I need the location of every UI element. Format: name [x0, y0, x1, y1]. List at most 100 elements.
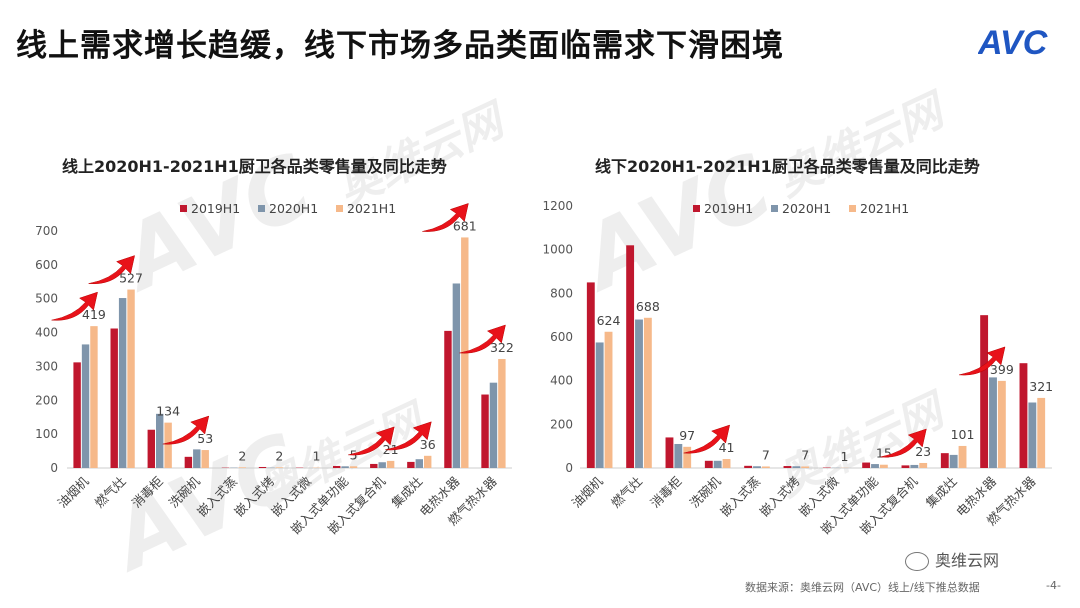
category-label: 消毒柜 — [129, 474, 166, 511]
bar-2019H1 — [1019, 363, 1028, 468]
trend-arrow-icon — [958, 346, 1006, 376]
y-tick-label: 300 — [35, 359, 58, 373]
legend-label: 2021H1 — [860, 201, 909, 216]
data-label: 688 — [636, 299, 660, 314]
data-label: 2 — [275, 448, 283, 463]
chart-title-offline: 线下2020H1-2021H1厨卫各品类零售量及同比走势 — [595, 157, 980, 176]
bar-2020H1 — [989, 377, 997, 468]
bar-2019H1 — [744, 465, 753, 468]
bar-2019H1 — [783, 466, 792, 468]
legend-swatch — [693, 205, 700, 212]
data-label: 322 — [490, 340, 514, 355]
bar-2021H1 — [1037, 397, 1046, 468]
data-label: 399 — [990, 362, 1014, 377]
data-label: 15 — [876, 446, 892, 461]
y-tick-label: 1200 — [542, 199, 573, 213]
category-label: 嵌入式烤 — [231, 474, 277, 520]
bar-2020H1 — [871, 464, 879, 468]
bar-2021H1 — [164, 422, 172, 468]
trend-arrow-icon — [459, 324, 506, 354]
wechat-icon — [905, 552, 929, 571]
bar-2021H1 — [958, 445, 967, 468]
bar-2021H1 — [238, 467, 246, 468]
bar-2019H1 — [110, 328, 118, 468]
data-label: 681 — [453, 218, 477, 233]
svg-text:AVC: AVC — [978, 24, 1048, 62]
y-tick-label: 200 — [35, 393, 58, 407]
bar-2019H1 — [626, 245, 635, 468]
bar-2021H1 — [801, 466, 810, 468]
bar-2019H1 — [333, 465, 341, 468]
bar-2019H1 — [370, 463, 378, 468]
bar-2019H1 — [940, 453, 949, 468]
legend-label: 2020H1 — [782, 201, 831, 216]
legend-swatch — [258, 205, 265, 212]
y-tick-label: 0 — [565, 461, 573, 475]
data-label: 2 — [238, 448, 246, 463]
category-label: 油烟机 — [55, 473, 92, 510]
bar-2019H1 — [901, 465, 910, 468]
bar-2021H1 — [349, 466, 358, 468]
bar-2019H1 — [73, 362, 81, 468]
trend-arrow-icon — [51, 291, 98, 321]
data-label: 101 — [951, 427, 975, 442]
bar-2021H1 — [386, 460, 395, 468]
bar-2020H1 — [341, 466, 349, 468]
bar-2019H1 — [980, 315, 989, 468]
bar-2020H1 — [713, 460, 722, 468]
bar-2021H1 — [879, 464, 888, 468]
bar-2019H1 — [407, 461, 415, 468]
bar-2021H1 — [90, 326, 98, 468]
page-title: 线上需求增长趋缓，线下市场多品类面临需求下滑困境 — [16, 28, 784, 64]
legend-swatch — [771, 205, 778, 212]
data-label: 1 — [312, 449, 320, 464]
y-tick-label: 700 — [35, 224, 58, 238]
data-label: 527 — [119, 271, 143, 286]
category-label: 油烟机 — [569, 473, 606, 510]
bar-2020H1 — [81, 344, 90, 468]
data-label: 624 — [597, 313, 621, 328]
bar-2020H1 — [415, 459, 423, 468]
y-tick-label: 1000 — [542, 243, 573, 257]
bar-2021H1 — [604, 331, 613, 468]
category-label: 消毒柜 — [647, 474, 684, 511]
bar-2021H1 — [997, 380, 1006, 468]
category-label: 嵌入式蒸 — [194, 474, 240, 520]
bar-2020H1 — [753, 466, 761, 468]
bar-2020H1 — [910, 464, 919, 468]
data-label: 53 — [197, 431, 213, 446]
legend-swatch — [336, 205, 343, 212]
legend-label: 2019H1 — [191, 201, 240, 216]
bar-2020H1 — [118, 298, 127, 468]
y-tick-label: 800 — [550, 286, 573, 300]
category-label: 嵌入式蒸 — [717, 474, 763, 520]
bar-2021H1 — [498, 358, 506, 468]
y-tick-label: 200 — [550, 417, 573, 431]
data-source: 数据来源：奥维云网（AVC）线上/线下推总数据 — [745, 581, 980, 594]
bar-2020H1 — [674, 443, 683, 468]
bar-2021H1 — [722, 459, 731, 468]
data-label: 134 — [156, 404, 180, 419]
bar-2019H1 — [184, 456, 193, 468]
bar-2019H1 — [444, 330, 452, 468]
bar-2020H1 — [452, 283, 461, 468]
trend-arrow-icon — [162, 415, 210, 445]
page-number: -4- — [1046, 579, 1061, 592]
bar-2020H1 — [635, 319, 643, 468]
data-label: 321 — [1029, 379, 1053, 394]
data-label: 7 — [762, 447, 770, 462]
category-label: 集成灶 — [923, 474, 960, 511]
bar-2021H1 — [643, 317, 652, 468]
bar-2021H1 — [275, 467, 284, 468]
bar-2021H1 — [424, 455, 432, 468]
bar-2019H1 — [481, 394, 489, 468]
data-label: 7 — [801, 447, 809, 462]
bar-2021H1 — [683, 446, 692, 468]
legend-swatch — [180, 205, 187, 212]
bar-2021H1 — [919, 462, 928, 468]
y-tick-label: 0 — [50, 461, 58, 475]
avc-logo: AVC — [978, 24, 1048, 62]
y-tick-label: 100 — [35, 427, 58, 441]
trend-arrow-icon — [348, 426, 395, 456]
